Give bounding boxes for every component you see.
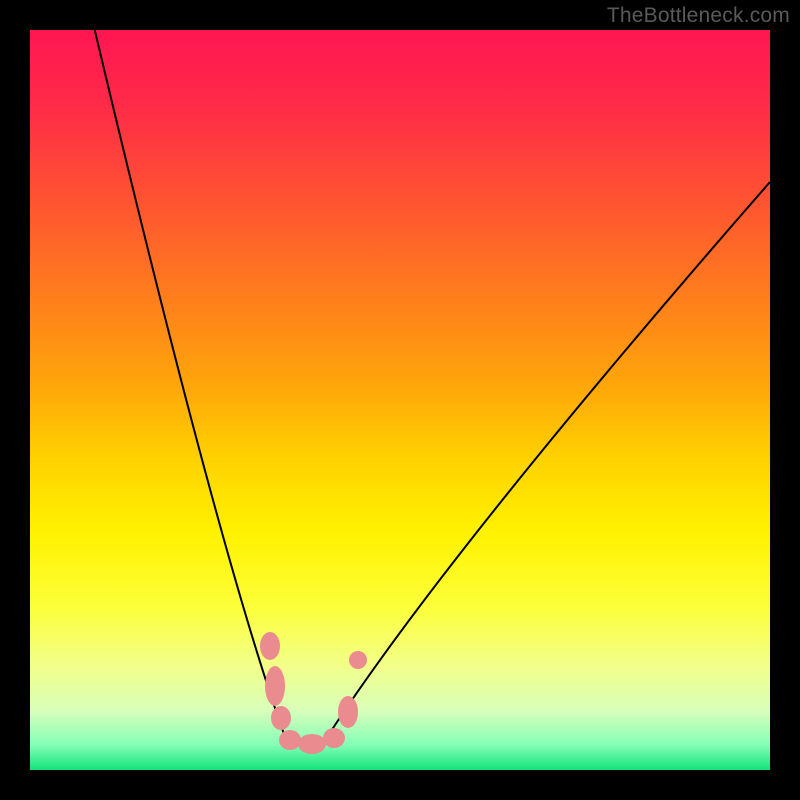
bottleneck-chart (0, 0, 800, 800)
curve-marker (265, 666, 285, 706)
watermark-text: TheBottleneck.com (607, 4, 790, 28)
chart-plot-area (30, 30, 770, 770)
curve-marker (349, 651, 367, 669)
curve-marker (338, 696, 358, 728)
curve-marker (271, 706, 291, 730)
curve-marker (323, 728, 345, 748)
curve-marker (279, 730, 301, 750)
chart-container: TheBottleneck.com (0, 0, 800, 800)
curve-marker (298, 734, 326, 754)
curve-marker (260, 632, 280, 660)
